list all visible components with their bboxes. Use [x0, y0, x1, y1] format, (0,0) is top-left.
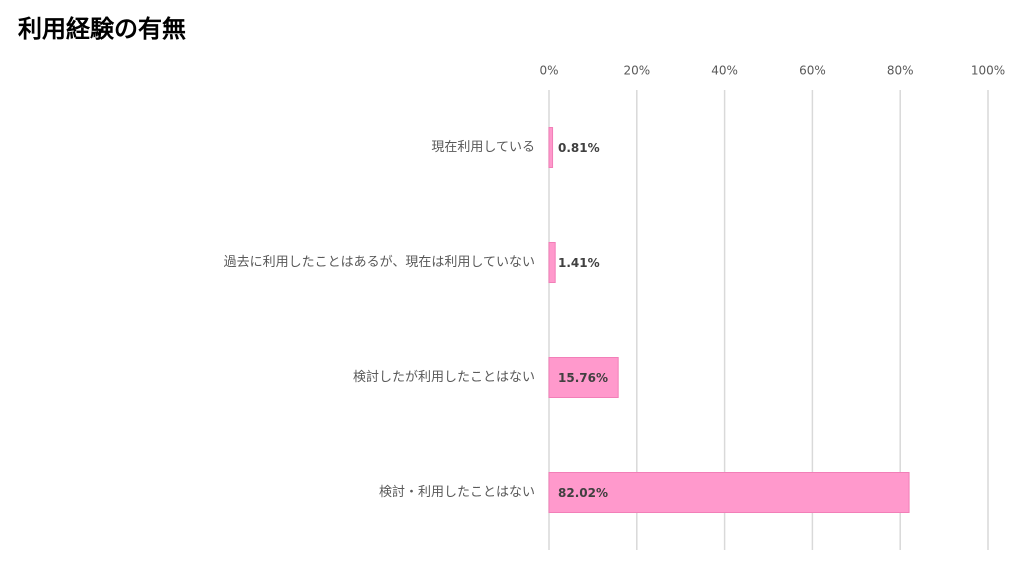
y-tick-label: 現在利用している [431, 140, 535, 155]
bar [548, 127, 554, 168]
bar [548, 472, 910, 513]
value-label: 0.81% [558, 141, 600, 155]
y-tick-label: 検討したが利用したことはない [353, 369, 535, 385]
value-label: 15.76% [558, 371, 608, 385]
y-tick-label: 過去に利用したことはあるが、現在は利用していない [224, 255, 535, 270]
value-label: 82.02% [558, 486, 608, 500]
x-tick-label: 0% [539, 64, 558, 78]
y-tick-label: 検討・利用したことはない [379, 484, 535, 500]
chart-title: 利用経験の有無 [18, 15, 186, 43]
x-tick-label: 80% [887, 64, 914, 78]
value-label: 1.41% [558, 256, 600, 270]
bar [548, 357, 619, 398]
bar [548, 242, 556, 283]
x-tick-label: 100% [971, 64, 1005, 78]
x-tick-label: 40% [711, 64, 738, 78]
x-tick-label: 20% [623, 64, 650, 78]
x-tick-label: 60% [799, 64, 826, 78]
